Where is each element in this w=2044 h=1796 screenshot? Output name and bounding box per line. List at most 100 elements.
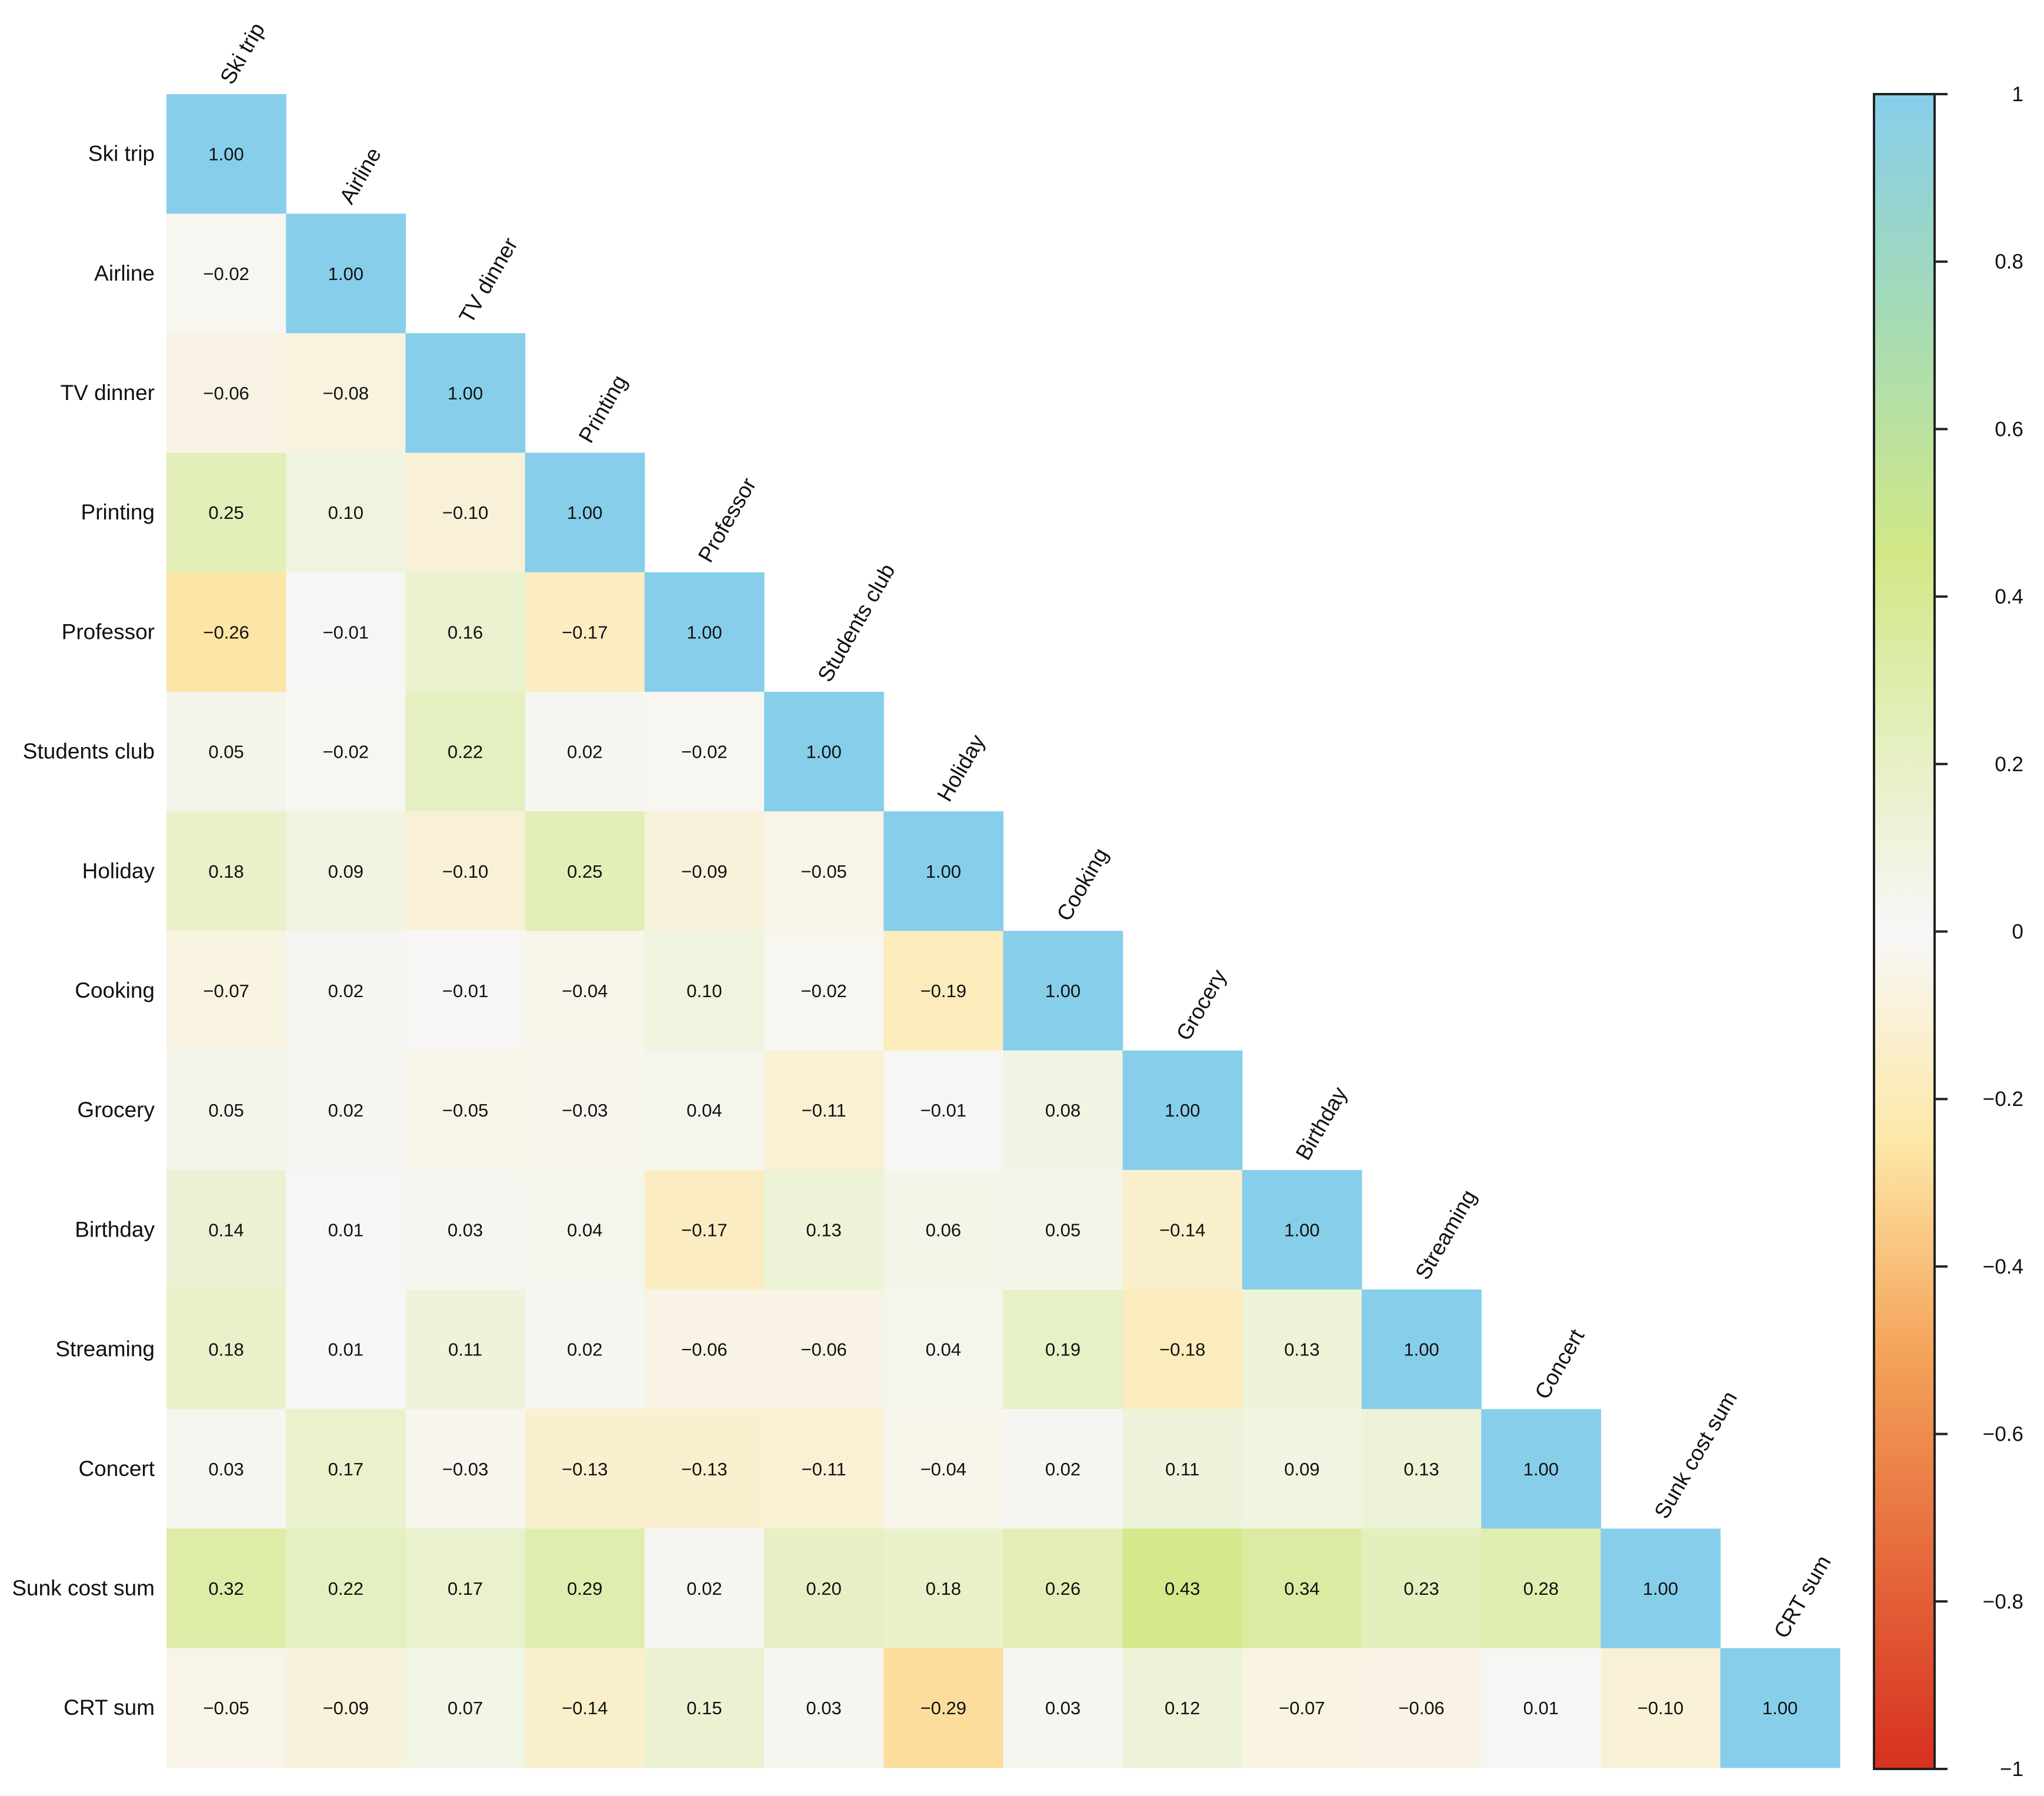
cell-value-label: −0.03 — [442, 1459, 488, 1480]
heatmap-cell-crt-sum-birthday — [1242, 1648, 1362, 1768]
cell-value-label: 1.00 — [208, 144, 244, 165]
cell-value-label: 0.23 — [1403, 1578, 1439, 1599]
heatmap-cell-sunk-cost-sum-sunk-cost-sum — [1600, 1528, 1721, 1649]
heatmap-cell-grocery-grocery — [1122, 1050, 1243, 1171]
heatmap-cell-grocery-professor — [644, 1050, 765, 1171]
heatmap-cell-concert-printing — [525, 1409, 645, 1529]
cell-value-label: 0.11 — [1165, 1459, 1199, 1480]
heatmap-cell-printing-tv-dinner — [405, 452, 526, 573]
cell-value-label: 0.32 — [208, 1578, 244, 1599]
cell-value-label: 0.03 — [208, 1459, 244, 1480]
heatmap-cell-streaming-airline — [286, 1289, 406, 1410]
cell-value-label: −0.14 — [562, 1698, 608, 1718]
heatmap-cell-birthday-cooking — [1003, 1169, 1123, 1290]
colorbar-tick-label: 0.8 — [1995, 251, 2023, 274]
heatmap-cell-printing-printing — [525, 452, 645, 573]
heatmap-cell-holiday-holiday — [883, 811, 1003, 931]
cell-value-label: 0.02 — [567, 1339, 602, 1360]
heatmap-cell-professor-airline — [286, 572, 406, 692]
heatmap-cell-birthday-grocery — [1122, 1169, 1243, 1290]
cell-value-label: 0.18 — [208, 1339, 244, 1360]
heatmap-cell-crt-sum-holiday — [883, 1648, 1003, 1768]
column-label-airline: Airline — [335, 144, 386, 208]
cell-value-label: −0.01 — [921, 1100, 966, 1121]
column-label-streaming: Streaming — [1411, 1185, 1481, 1284]
heatmap-cell-crt-sum-tv-dinner — [405, 1648, 526, 1768]
cell-value-label: 0.03 — [1045, 1698, 1081, 1718]
heatmap-cell-concert-students-club — [764, 1409, 884, 1529]
cell-value-label: 0.09 — [328, 861, 364, 882]
column-label-students-club: Students club — [813, 559, 900, 686]
cell-value-label: 1.00 — [1045, 981, 1081, 1001]
heatmap-cell-birthday-holiday — [883, 1169, 1003, 1290]
cell-value-label: 0.18 — [208, 861, 244, 882]
cell-value-label: 0.06 — [926, 1219, 961, 1240]
cell-value-label: 1.00 — [686, 622, 722, 642]
cell-value-label: 0.04 — [926, 1339, 961, 1360]
heatmap-cell-sunk-cost-sum-printing — [525, 1528, 645, 1649]
cell-value-label: 0.01 — [328, 1219, 364, 1240]
colorbar-gradient — [1873, 93, 1936, 1770]
heatmap-cell-holiday-professor — [644, 811, 765, 931]
cell-value-label: 0.13 — [806, 1219, 841, 1240]
heatmap-cell-crt-sum-airline — [286, 1648, 406, 1768]
colorbar-tick-label: −0.6 — [1983, 1423, 2023, 1446]
cell-value-label: −0.26 — [203, 622, 249, 642]
cell-value-label: −0.02 — [801, 981, 846, 1001]
column-label-ski-trip: Ski trip — [215, 19, 269, 88]
cell-value-label: −0.07 — [1279, 1698, 1325, 1718]
colorbar-tick-label: 0.6 — [1995, 418, 2023, 441]
cell-value-label: −0.04 — [921, 1459, 966, 1480]
heatmap-cell-grocery-ski-trip — [166, 1050, 286, 1171]
cell-value-label: 0.13 — [1284, 1339, 1319, 1360]
cell-value-label: −0.07 — [203, 981, 249, 1001]
row-label-sunk-cost-sum: Sunk cost sum — [12, 1576, 155, 1600]
heatmap-cell-crt-sum-printing — [525, 1648, 645, 1768]
heatmap-cell-printing-ski-trip — [166, 452, 286, 573]
row-label-students-club: Students club — [23, 739, 155, 764]
cell-value-label: 0.13 — [1403, 1459, 1439, 1480]
cell-value-label: −0.10 — [442, 861, 488, 882]
heatmap-cell-concert-birthday — [1242, 1409, 1362, 1529]
cell-value-label: 0.19 — [1045, 1339, 1081, 1360]
heatmap-cell-streaming-birthday — [1242, 1289, 1362, 1410]
heatmap-cell-birthday-printing — [525, 1169, 645, 1290]
heatmap-cell-concert-ski-trip — [166, 1409, 286, 1529]
colorbar-tick-label: −0.4 — [1983, 1255, 2023, 1278]
cell-value-label: 0.17 — [328, 1459, 364, 1480]
colorbar-tick-label: 0 — [2012, 921, 2023, 944]
heatmap-cell-tv-dinner-ski-trip — [166, 333, 286, 454]
heatmap-cell-cooking-ski-trip — [166, 931, 286, 1051]
heatmap-cell-cooking-professor — [644, 931, 765, 1051]
heatmap-cell-birthday-ski-trip — [166, 1169, 286, 1290]
cell-value-label: 0.22 — [448, 742, 483, 762]
column-label-printing: Printing — [574, 371, 632, 446]
cell-value-label: −0.06 — [801, 1339, 846, 1360]
colorbar-tick-label: 0.2 — [1995, 753, 2023, 776]
heatmap-cell-grocery-students-club — [764, 1050, 884, 1171]
row-label-tv-dinner: TV dinner — [61, 381, 155, 405]
cell-value-label: 0.25 — [208, 502, 244, 523]
row-label-printing: Printing — [81, 500, 155, 524]
heatmap-cell-students-club-ski-trip — [166, 692, 286, 812]
heatmap-cell-crt-sum-students-club — [764, 1648, 884, 1768]
cell-value-label: −0.02 — [203, 264, 249, 284]
row-labels: Ski trip Airline TV dinner Printing Professo… — [12, 142, 155, 1720]
heatmap-cell-ski-trip-ski-trip — [166, 94, 286, 214]
heatmap-cell-streaming-streaming — [1362, 1289, 1482, 1410]
cell-value-label: 0.14 — [208, 1219, 244, 1240]
heatmap-cell-holiday-students-club — [764, 811, 884, 931]
heatmap-cell-professor-tv-dinner — [405, 572, 526, 692]
cell-value-label: 1.00 — [1762, 1698, 1798, 1718]
heatmap-cell-students-club-students-club — [764, 692, 884, 812]
cell-value-label: 0.20 — [806, 1578, 841, 1599]
row-label-concert: Concert — [78, 1457, 155, 1481]
heatmap-cell-holiday-airline — [286, 811, 406, 931]
heatmap-cells: 1.00 −0.02 1.00 −0.06 −0.08 1.00 0.25 0.10 −0.10… — [166, 94, 1840, 1768]
column-label-crt-sum: CRT sum — [1769, 1551, 1836, 1642]
heatmap-cell-concert-holiday — [883, 1409, 1003, 1529]
cell-value-label: 0.12 — [1165, 1698, 1200, 1718]
heatmap-cell-professor-professor — [644, 572, 765, 692]
colorbar-ticks: 1 0.8 0.6 0.4 0.2 0 −0.2 −0.4 −0.6 −0.8 −1 — [1935, 83, 2023, 1781]
